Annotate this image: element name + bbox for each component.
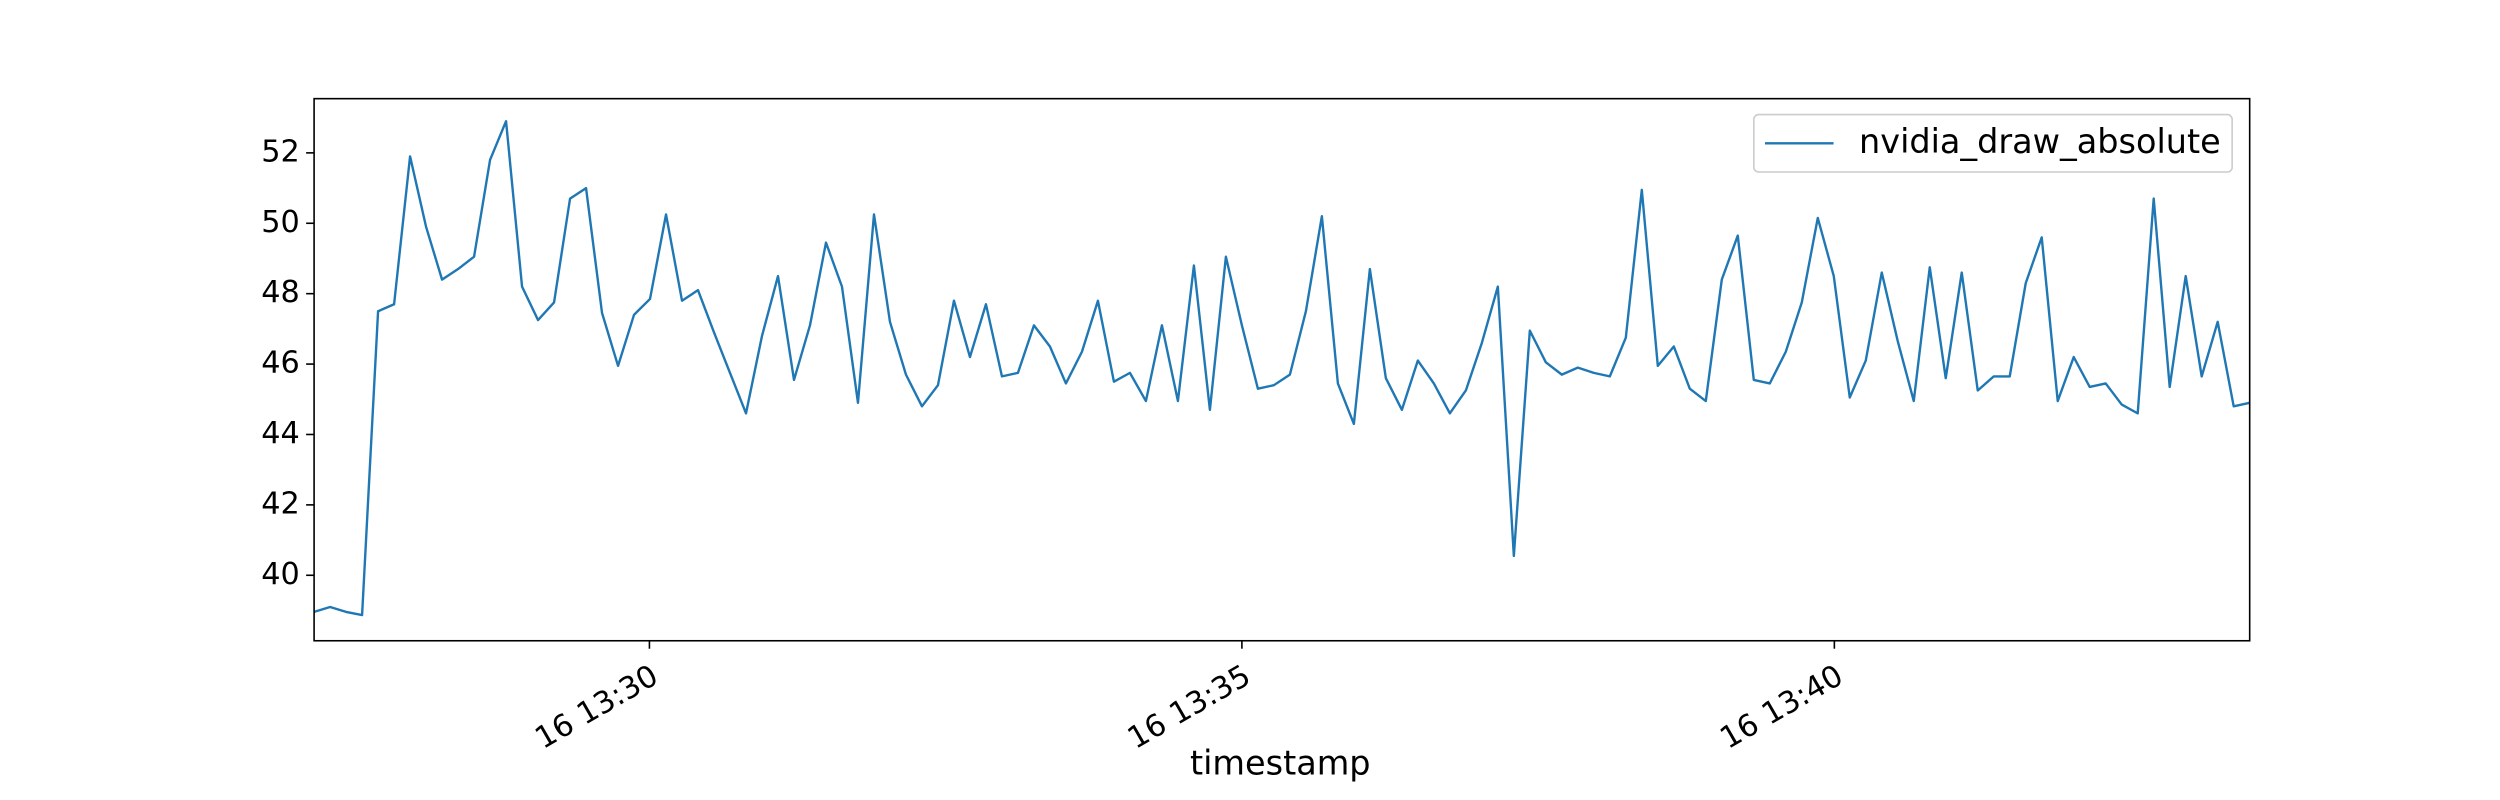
x-tick-label: 16 13:40 [1714,658,1849,756]
y-tick-label: 42 [261,486,300,521]
series-line [313,119,2250,617]
y-tick-label: 46 [261,346,300,381]
y-tick-label: 48 [261,275,300,310]
y-tick-label: 44 [261,416,300,451]
x-axis-label: timestamp [1190,744,1371,783]
x-tick-label: 16 13:30 [529,658,664,756]
y-tick-label: 50 [261,205,300,240]
y-tick-label: 40 [261,557,300,592]
plot-frame [313,97,2251,642]
y-tick-label: 52 [261,134,300,169]
legend-box [1753,113,2233,173]
legend-label: nvidia_draw_absolute [1859,122,2221,161]
x-tick-label: 16 13:35 [1122,658,1257,756]
